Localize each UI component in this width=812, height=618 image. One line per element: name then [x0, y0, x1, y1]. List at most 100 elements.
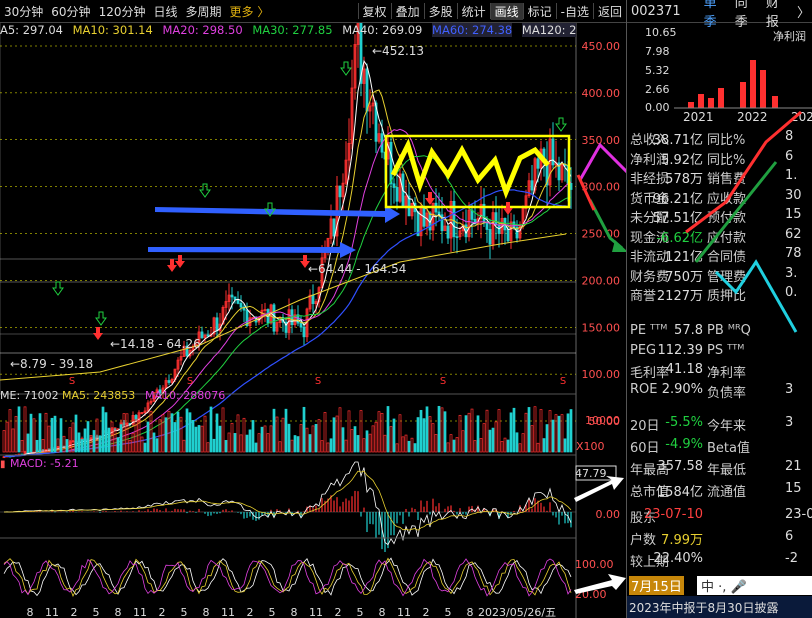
- fundamental-row: PE ᵀᵀᴹ 57.8 PB ᴹᴿQ: [627, 323, 812, 344]
- volume-bar: [266, 433, 270, 453]
- sell-arrow: [555, 117, 567, 132]
- volume-bar: [206, 442, 210, 453]
- volume-bar: [26, 433, 30, 453]
- row-v2: 6: [785, 529, 794, 544]
- volume-bar: [188, 412, 192, 453]
- adjust-button[interactable]: 复权: [362, 4, 387, 19]
- row-k: 商誉: [630, 289, 657, 304]
- tab-same-quarter[interactable]: 同季: [734, 0, 748, 30]
- row-v: 357.58: [657, 459, 704, 474]
- period-multi[interactable]: 多周期: [185, 4, 222, 19]
- bar-axis-1: 10.65: [645, 26, 677, 39]
- mark-button[interactable]: 标记: [527, 4, 552, 19]
- volume-bar: [461, 430, 465, 453]
- row-k: 年最高: [630, 463, 670, 478]
- candle-body: [446, 225, 450, 239]
- row-k: 现金流: [630, 230, 670, 246]
- row-v2: 23-0: [785, 507, 812, 522]
- candle-body: [365, 68, 369, 112]
- watchlist-button[interactable]: -自选: [560, 4, 589, 19]
- row-v: 38.71亿: [652, 133, 703, 148]
- volume-bar: [158, 419, 162, 453]
- row-k: 非经损: [630, 172, 670, 187]
- candle-body: [176, 359, 180, 370]
- volume-bar: [245, 434, 249, 453]
- candle-body: [479, 203, 483, 219]
- volume-bar: [17, 406, 21, 453]
- row-k2: 年最低: [707, 463, 747, 478]
- row-v2: 1.: [785, 168, 798, 183]
- candle-body: [536, 158, 540, 169]
- candle-body: [395, 187, 399, 202]
- kline-chart[interactable]: 450.00400.00350.00300.00250.00200.00150.…: [0, 0, 626, 618]
- row-v: 57.8: [674, 323, 703, 338]
- volume-bar: [326, 442, 330, 453]
- row-v2: 8: [785, 129, 794, 144]
- tab-report[interactable]: 财报: [765, 0, 779, 30]
- volume-bar: [437, 405, 441, 453]
- fundamental-row: 20日 -5.5% 今年来 3: [627, 415, 812, 436]
- volume-bar: [80, 439, 84, 453]
- volume-bar: [140, 436, 144, 453]
- x-axis-tick: 2: [335, 606, 342, 618]
- draw-line-button[interactable]: 画线: [490, 2, 523, 20]
- candle-body: [524, 195, 528, 209]
- period-30min[interactable]: 30分钟: [4, 4, 44, 19]
- row-k: 20日: [630, 419, 660, 434]
- row-k2: 流通值: [707, 485, 747, 500]
- volume-bar: [521, 433, 525, 453]
- candle-body: [152, 392, 156, 402]
- buy-arrow: [93, 327, 103, 340]
- volume-bar: [542, 438, 546, 453]
- volume-unit: X100: [576, 440, 605, 453]
- s-marker: S: [69, 376, 75, 387]
- kdj-axis-top: 100.00: [575, 558, 614, 571]
- volume-bar: [320, 440, 324, 453]
- volume-bar: [431, 423, 435, 453]
- s-marker: S: [187, 376, 193, 387]
- volume-bar: [215, 413, 219, 453]
- row-v2: 21: [785, 459, 802, 474]
- volume-bar: [125, 413, 129, 453]
- fundamental-row: 年最高 357.58 年最低 21: [627, 459, 812, 480]
- fundamental-row: 商誉 2127万 质押比 0.: [627, 285, 812, 306]
- volume-bar: [224, 440, 228, 453]
- row-k: 股东: [630, 511, 657, 526]
- tab-quarterly[interactable]: 单季: [703, 0, 717, 30]
- row-v: 96.21亿: [652, 191, 703, 207]
- report-notice: 2023年中报于8月30日披露: [629, 601, 779, 615]
- volume-bar: [308, 434, 312, 453]
- report-notice-bar: [627, 596, 812, 618]
- multi-stock-button[interactable]: 多股: [428, 4, 453, 19]
- candle-body: [488, 229, 492, 245]
- ma-line: [3, 189, 572, 458]
- row-k: 户数: [630, 533, 657, 548]
- volume-bar: [131, 433, 135, 453]
- volume-bar: [359, 410, 363, 453]
- blue-arrow-lower: [148, 242, 356, 258]
- period-more[interactable]: 更多 〉: [229, 4, 270, 19]
- volume-bar: [185, 408, 189, 453]
- candle-body: [362, 68, 366, 84]
- candle-body: [569, 182, 573, 190]
- x-axis-tick: 5: [357, 606, 364, 618]
- volume-bar: [365, 430, 369, 453]
- tab-next[interactable]: 〉: [797, 5, 811, 21]
- period-120min[interactable]: 120分钟: [98, 4, 146, 19]
- volume-bar: [299, 424, 303, 453]
- volume-bar: [527, 407, 531, 453]
- candle-body: [2, 456, 6, 459]
- period-60min[interactable]: 60分钟: [51, 4, 91, 19]
- volume-bar: [506, 439, 510, 453]
- back-button[interactable]: 返回: [597, 4, 622, 19]
- row-v2: 3: [785, 381, 794, 397]
- period-daily[interactable]: 日线: [153, 4, 178, 19]
- candle-body: [458, 230, 462, 238]
- candle-body: [371, 102, 375, 107]
- ime-toolbar[interactable]: 中 ·, 🎤: [697, 576, 812, 595]
- stats-button[interactable]: 统计: [461, 4, 486, 19]
- x-axis-date: 2023/05/26/五: [478, 606, 556, 618]
- overlay-button[interactable]: 叠加: [395, 4, 420, 19]
- volume-bar: [428, 416, 432, 453]
- volume-bar: [242, 417, 246, 453]
